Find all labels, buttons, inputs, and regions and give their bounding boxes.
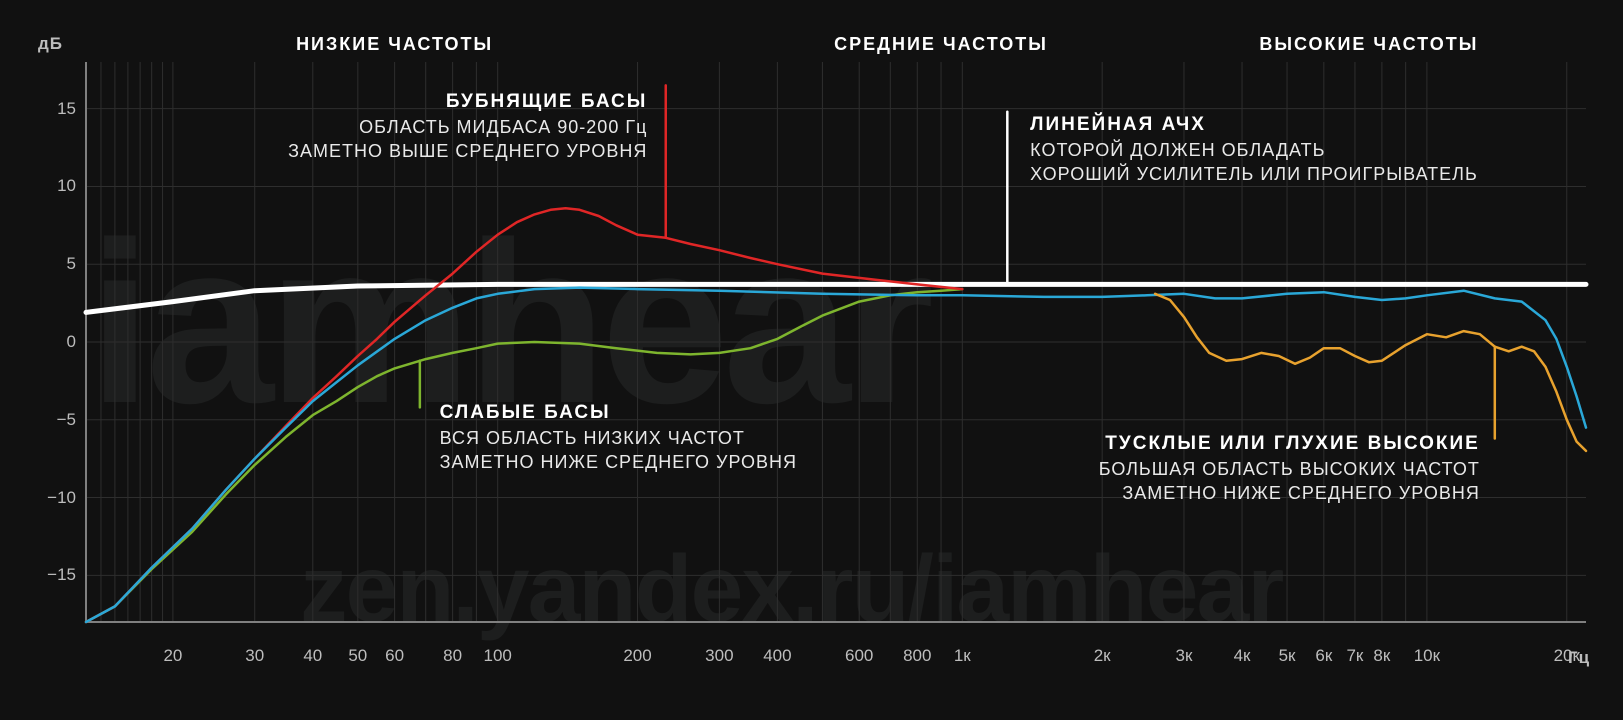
annotation-title: БУБНЯЩИЕ БАСЫ [446, 91, 648, 112]
x-tick: 100 [483, 646, 511, 666]
x-tick: 200 [623, 646, 651, 666]
x-tick: 8к [1373, 646, 1390, 666]
x-tick: 3к [1176, 646, 1193, 666]
annotation-line: ЗАМЕТНО НИЖЕ СРЕДНЕГО УРОВНЯ [1122, 483, 1479, 503]
y-tick: −15 [16, 565, 76, 585]
x-tick: 5к [1279, 646, 1296, 666]
x-tick: 1к [954, 646, 971, 666]
annotation-title: ТУСКЛЫЕ ИЛИ ГЛУХИЕ ВЫСОКИЕ [1105, 433, 1480, 454]
annotation-dull-highs: ТУСКЛЫЕ ИЛИ ГЛУХИЕ ВЫСОКИЕ БОЛЬШАЯ ОБЛАС… [1099, 431, 1480, 505]
x-tick: 50 [348, 646, 367, 666]
annotation-line: БОЛЬШАЯ ОБЛАСТЬ ВЫСОКИХ ЧАСТОТ [1099, 459, 1480, 479]
annotation-line: ЗАМЕТНО ВЫШЕ СРЕДНЕГО УРОВНЯ [288, 141, 647, 161]
x-tick: 6к [1315, 646, 1332, 666]
x-tick: 60 [385, 646, 404, 666]
y-tick: 5 [16, 254, 76, 274]
x-tick: 4к [1234, 646, 1251, 666]
annotation-line: ХОРОШИЙ УСИЛИТЕЛЬ ИЛИ ПРОИГРЫВАТЕЛЬ [1030, 164, 1478, 184]
annotation-line: ОБЛАСТЬ МИДБАСА 90-200 Гц [359, 117, 647, 137]
x-tick: 20 [163, 646, 182, 666]
x-tick: 7к [1346, 646, 1363, 666]
x-tick: 30 [245, 646, 264, 666]
y-tick: −5 [16, 410, 76, 430]
x-tick: 2к [1094, 646, 1111, 666]
annotation-boomy-bass: БУБНЯЩИЕ БАСЫ ОБЛАСТЬ МИДБАСА 90-200 Гц … [288, 89, 647, 163]
x-tick: 600 [845, 646, 873, 666]
annotation-line: ВСЯ ОБЛАСТЬ НИЗКИХ ЧАСТОТ [440, 428, 745, 448]
band-header-mid: СРЕДНИЕ ЧАСТОТЫ [834, 34, 1048, 55]
x-tick: 10к [1414, 646, 1440, 666]
y-tick: −10 [16, 488, 76, 508]
annotation-flat-response: ЛИНЕЙНАЯ АЧХ КОТОРОЙ ДОЛЖЕН ОБЛАДАТЬ ХОР… [1030, 112, 1478, 186]
annotation-weak-bass: СЛАБЫЕ БАСЫ ВСЯ ОБЛАСТЬ НИЗКИХ ЧАСТОТ ЗА… [440, 400, 797, 474]
band-header-high: ВЫСОКИЕ ЧАСТОТЫ [1259, 34, 1478, 55]
annotation-title: ЛИНЕЙНАЯ АЧХ [1030, 114, 1206, 135]
annotation-line: КОТОРОЙ ДОЛЖЕН ОБЛАДАТЬ [1030, 140, 1325, 160]
x-tick: 400 [763, 646, 791, 666]
y-tick: 15 [16, 99, 76, 119]
x-tick: 40 [303, 646, 322, 666]
x-tick: 80 [443, 646, 462, 666]
band-header-low: НИЗКИЕ ЧАСТОТЫ [296, 34, 493, 55]
y-axis-label: дБ [38, 34, 63, 54]
annotation-title: СЛАБЫЕ БАСЫ [440, 402, 611, 423]
x-tick: 800 [903, 646, 931, 666]
frequency-response-chart [0, 0, 1623, 720]
y-tick: 0 [16, 332, 76, 352]
x-tick: 20к [1554, 646, 1580, 666]
y-tick: 10 [16, 176, 76, 196]
x-tick: 300 [705, 646, 733, 666]
annotation-line: ЗАМЕТНО НИЖЕ СРЕДНЕГО УРОВНЯ [440, 452, 797, 472]
